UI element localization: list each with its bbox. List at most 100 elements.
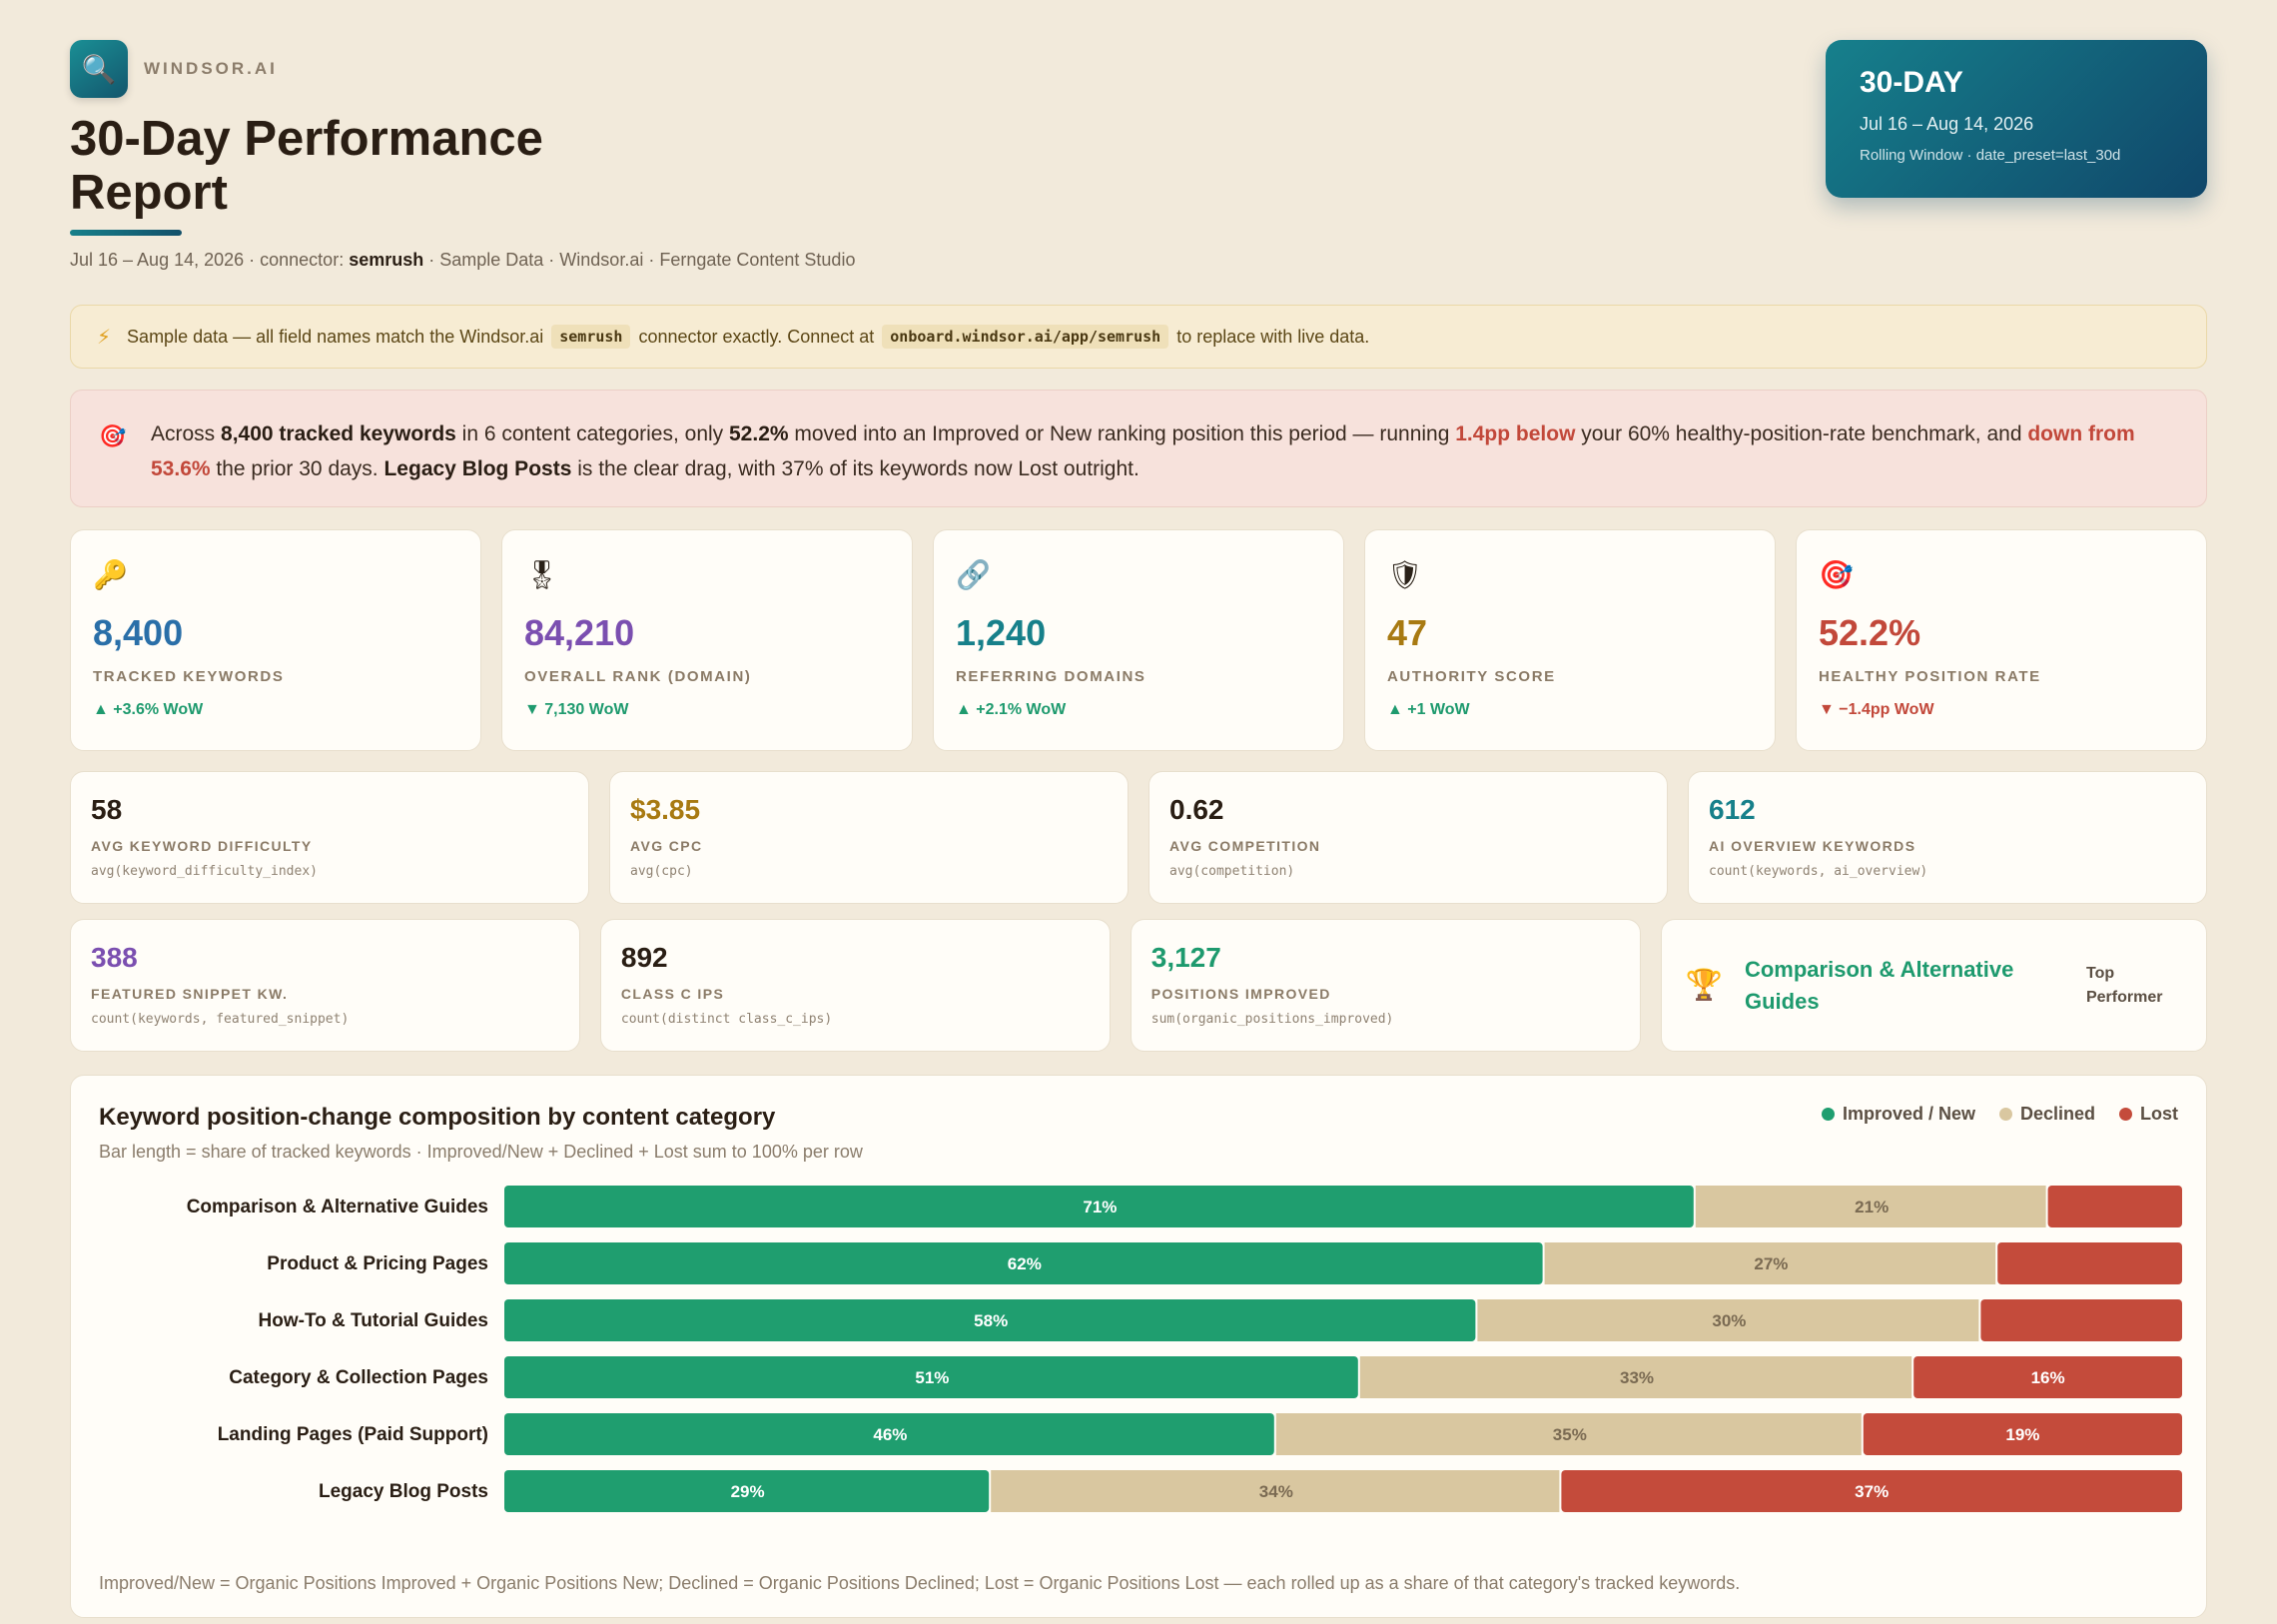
kpi-value: 1,240 — [956, 612, 1047, 653]
kpi-card: 🔗 1,240 REFERRING DOMAINS ▲ +2.1% WoW — [933, 529, 1344, 751]
period-note: Rolling Window · date_preset=last_30d — [1860, 147, 2121, 164]
insight-callout: 🎯 Across 8,400 tracked keywords in 6 con… — [70, 390, 2207, 507]
kpi-delta: ▼ 7,130 WoW — [524, 701, 629, 718]
bar-value-label: 58% — [974, 1311, 1008, 1330]
title-underline — [70, 230, 182, 236]
key-icon: 🔑 — [93, 559, 128, 590]
kpi-delta: ▲ +3.6% WoW — [93, 701, 204, 718]
kpi-label: OVERALL RANK (DOMAIN) — [524, 668, 752, 685]
metrics-row-2: 388 FEATURED SNIPPET KW. count(keywords,… — [70, 919, 2207, 1052]
metric-source: count(keywords, ai_overview) — [1709, 864, 1928, 879]
kpi-delta: ▲ +1 WoW — [1387, 701, 1470, 718]
chart-legend: Improved / New Declined Lost — [1821, 1104, 2178, 1125]
chart-title: Keyword position-change composition by c… — [99, 1104, 776, 1131]
legend-swatch — [1998, 1108, 2012, 1121]
metric-value: 612 — [1709, 794, 1756, 825]
metric-value: 388 — [91, 942, 138, 973]
insight-text: the prior 30 days. — [210, 457, 384, 480]
shield-icon: 🛡 — [1387, 559, 1423, 590]
legend-swatch — [1821, 1108, 1835, 1121]
top-performer-card: 🏆 Comparison & Alternative Guides Top Pe… — [1660, 919, 2207, 1052]
insight-highlight: 1.4pp below — [1455, 422, 1576, 445]
insight-bold: Legacy Blog Posts — [383, 457, 572, 480]
metric-value: 892 — [620, 942, 668, 973]
metric-label: AVG KEYWORD DIFFICULTY — [91, 838, 313, 854]
bar-value-label: 27% — [1754, 1254, 1788, 1273]
trophy-icon: 🏆 — [1685, 969, 1723, 1002]
category-label: How-To & Tutorial Guides — [259, 1310, 488, 1331]
category-label: Comparison & Alternative Guides — [187, 1197, 488, 1218]
category-label: Product & Pricing Pages — [267, 1253, 488, 1274]
notice-text-2: connector exactly. Connect at — [638, 326, 875, 347]
insight-text: in 6 content categories, only — [455, 422, 729, 445]
legend-swatch — [2119, 1108, 2132, 1121]
link-icon: 🔗 — [956, 559, 991, 590]
legend-item: Declined — [1998, 1104, 2095, 1125]
target-icon: 🎯 — [99, 423, 127, 448]
period-card: 30-DAY Jul 16 – Aug 14, 2026 Rolling Win… — [1826, 40, 2207, 198]
composition-chart: Keyword position-change composition by c… — [70, 1075, 2207, 1618]
metric-card: 58 AVG KEYWORD DIFFICULTY avg(keyword_di… — [70, 771, 589, 904]
kpi-label: AUTHORITY SCORE — [1387, 668, 1556, 685]
metric-card: 3,127 POSITIONS IMPROVED sum(organic_pos… — [1130, 919, 1641, 1052]
metric-label: POSITIONS IMPROVED — [1150, 986, 1331, 1002]
notice-text-1: Sample data — all field names match the … — [127, 326, 544, 347]
bar-value-label: 35% — [1553, 1425, 1587, 1444]
medal-icon: 🎖 — [524, 559, 560, 590]
subtitle-connector: semrush — [349, 250, 424, 270]
metric-card: 0.62 AVG COMPETITION avg(competition) — [1148, 771, 1668, 904]
bar-segment — [991, 1470, 1560, 1512]
legend-label: Lost — [2140, 1104, 2178, 1124]
insight-bold: 8,400 tracked keywords — [221, 422, 456, 445]
bar-segment — [504, 1186, 1694, 1227]
insight-text: Across — [151, 422, 222, 445]
bar-value-label: 34% — [1259, 1482, 1293, 1501]
metric-card: 892 CLASS C IPS count(distinct class_c_i… — [599, 919, 1111, 1052]
onboard-url[interactable]: onboard.windsor.ai/app/semrush — [882, 325, 1169, 349]
bar-segment — [1477, 1299, 1979, 1341]
kpi-value: 47 — [1387, 612, 1428, 653]
metric-source: avg(keyword_difficulty_index) — [91, 864, 318, 879]
top-performer-name: Comparison & Alternative Guides — [1744, 956, 2014, 1014]
category-label: Landing Pages (Paid Support) — [218, 1424, 488, 1445]
period-range: Jul 16 – Aug 14, 2026 — [1860, 114, 2034, 134]
bar-segment — [1561, 1470, 2182, 1512]
page-subtitle: Jul 16 – Aug 14, 2026 · connector: semru… — [70, 250, 2207, 271]
metric-source: count(keywords, featured_snippet) — [91, 1012, 350, 1027]
bar-segment — [1544, 1242, 1996, 1284]
kpi-label: TRACKED KEYWORDS — [93, 668, 285, 685]
bar-segment — [1863, 1413, 2182, 1455]
period-title: 30-DAY — [1860, 66, 1963, 99]
notice-text-3: to replace with live data. — [1176, 326, 1370, 347]
chart-plot: Comparison & Alternative Guides 71% 21% Pro… — [187, 1186, 2182, 1512]
legend-label: Declined — [2019, 1104, 2095, 1124]
kpi-label: REFERRING DOMAINS — [956, 668, 1146, 685]
bar-segment — [504, 1413, 1274, 1455]
bar-value-label: 29% — [731, 1482, 765, 1501]
bar-segment — [1359, 1356, 1912, 1398]
bar-value-label: 30% — [1712, 1311, 1746, 1330]
top-performer-tag: Top Performer — [2085, 964, 2163, 1006]
legend-item: Improved / New — [1821, 1104, 1975, 1125]
kpi-card: 🔑 8,400 TRACKED KEYWORDS ▲ +3.6% WoW — [70, 529, 481, 751]
chart-footnote: Improved/New = Organic Positions Improve… — [99, 1573, 1741, 1593]
connector-code: semrush — [551, 325, 631, 349]
kpi-card: 🎯 52.2% HEALTHY POSITION RATE ▼ −1.4pp W… — [1796, 529, 2207, 751]
subtitle-range: Jul 16 – Aug 14, 2026 · connector: — [70, 250, 350, 270]
metrics-row-1: 58 AVG KEYWORD DIFFICULTY avg(keyword_di… — [70, 771, 2207, 904]
kpi-value: 8,400 — [93, 612, 184, 653]
sample-data-notice: ⚡ Sample data — all field names match th… — [70, 305, 2207, 369]
metric-label: AI OVERVIEW KEYWORDS — [1709, 838, 1916, 854]
insight-text: your 60% healthy-position-rate benchmark… — [1575, 422, 2028, 445]
subtitle-rest: · Sample Data · Windsor.ai · Ferngate Co… — [423, 250, 856, 270]
bar-value-label: 37% — [1855, 1482, 1889, 1501]
bar-value-label: 16% — [2031, 1368, 2065, 1387]
chart-subtitle: Bar length = share of tracked keywords ·… — [99, 1142, 863, 1162]
kpi-delta: ▲ +2.1% WoW — [956, 701, 1067, 718]
metric-value: $3.85 — [630, 794, 701, 825]
bar-segment — [504, 1242, 1543, 1284]
bar-value-label: 33% — [1620, 1368, 1654, 1387]
metric-label: FEATURED SNIPPET KW. — [91, 986, 289, 1002]
bar-value-label: 71% — [1083, 1198, 1117, 1217]
magnifier-icon: 🔍 — [70, 40, 128, 98]
